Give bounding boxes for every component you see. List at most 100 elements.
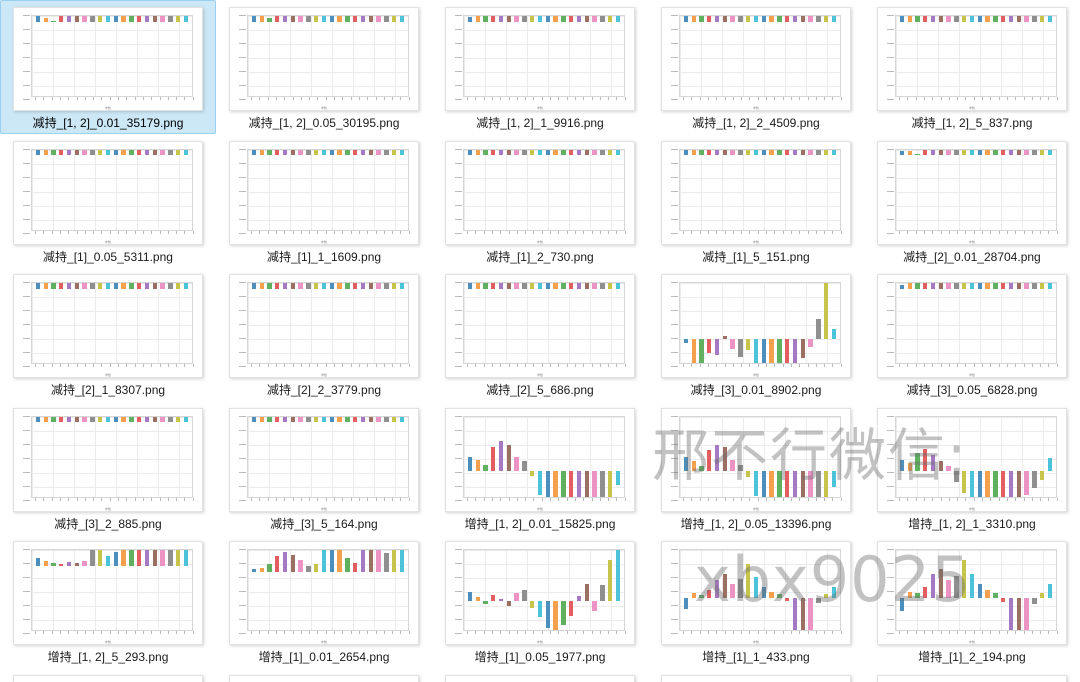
y-axis-ticks <box>878 549 895 634</box>
file-tile[interactable]: 参数增持_[1]_0.05_1977.png <box>432 534 648 668</box>
file-name-label[interactable]: 减持_[3]_0.01_8902.png <box>690 383 822 397</box>
bar-slot <box>266 16 274 96</box>
file-thumbnail[interactable]: 参数 <box>229 407 419 512</box>
file-thumbnail[interactable]: 参数 <box>445 407 635 512</box>
file-tile[interactable]: 参数减持_[1, 2]_1_9916.png <box>432 0 648 134</box>
file-thumbnail[interactable]: 参数 <box>877 674 1067 682</box>
file-tile[interactable]: 参数增持_[1]_2_194.png <box>864 534 1080 668</box>
file-name-label[interactable]: 减持_[2]_2_3779.png <box>266 383 382 397</box>
file-name-label[interactable]: 减持_[1, 2]_2_4509.png <box>692 116 820 130</box>
file-name-label[interactable]: 减持_[2]_1_8307.png <box>50 383 166 397</box>
file-tile[interactable]: 参数减持_[2]_2_3779.png <box>216 267 432 401</box>
file-tile[interactable]: 参数减持_[1, 2]_5_837.png <box>864 0 1080 134</box>
file-tile[interactable]: 参数增持_[1, 2]_5_293.png <box>0 534 216 668</box>
file-name-label[interactable]: 增持_[1]_0.05_1977.png <box>474 650 606 664</box>
file-tile[interactable]: 参数减持_[1, 2]_0.01_35179.png <box>0 0 216 134</box>
file-name-label[interactable]: 增持_[1, 2]_0.05_13396.png <box>680 516 832 531</box>
bar-slot <box>57 16 65 96</box>
file-name-label[interactable]: 增持_[1]_0.01_2654.png <box>258 650 390 664</box>
file-thumbnail[interactable]: 参数 <box>661 274 851 378</box>
file-name-label[interactable]: 减持_[1, 2]_5_837.png <box>911 116 1033 130</box>
file-thumbnail[interactable]: 参数 <box>877 407 1067 512</box>
file-name-label[interactable]: 减持_[2]_5_686.png <box>486 383 594 397</box>
file-tile[interactable]: 参数增持_[1, 2]_0.01_15825.png <box>432 401 648 535</box>
file-thumbnail[interactable]: 参数 <box>229 7 419 111</box>
file-tile[interactable]: 参数减持_[2]_0.01_28704.png <box>864 134 1080 268</box>
file-thumbnail[interactable]: 参数 <box>13 674 203 682</box>
file-thumbnail[interactable]: 参数 <box>877 274 1067 378</box>
file-tile[interactable]: 参数减持_[2]_5_686.png <box>432 267 648 401</box>
file-thumbnail[interactable]: 参数 <box>661 541 851 645</box>
file-tile[interactable]: 参数减持_[3]_5_164.png <box>216 401 432 535</box>
file-tile[interactable]: 参数减持_[3]_0.05_6828.png <box>864 267 1080 401</box>
file-thumbnail[interactable]: 参数 <box>13 7 203 111</box>
file-thumbnail[interactable]: 参数 <box>13 140 203 245</box>
file-name-label[interactable]: 减持_[1]_0.05_5311.png <box>43 249 173 264</box>
file-name-label[interactable]: 增持_[1, 2]_0.01_15825.png <box>464 516 616 531</box>
file-thumbnail[interactable]: 参数 <box>445 541 635 645</box>
file-name-label[interactable]: 减持_[1]_1_1609.png <box>266 249 382 264</box>
file-name-label[interactable]: 增持_[1]_2_194.png <box>918 650 1026 664</box>
bar-slot <box>34 149 42 230</box>
file-thumbnail[interactable]: 参数 <box>229 541 419 645</box>
file-name-label[interactable]: 增持_[1, 2]_1_3310.png <box>908 516 1036 531</box>
bar <box>722 446 728 471</box>
file-thumbnail[interactable]: 参数 <box>877 140 1067 245</box>
file-tile[interactable]: 参数减持_[1]_5_151.png <box>648 134 864 268</box>
file-name-label[interactable]: 减持_[2]_0.01_28704.png <box>903 249 1041 264</box>
file-thumbnail[interactable]: 参数 <box>229 674 419 682</box>
file-name-label[interactable]: 减持_[3]_5_164.png <box>270 516 378 531</box>
file-thumbnail[interactable]: 参数 <box>877 541 1067 645</box>
file-name-label[interactable]: 增持_[1, 2]_5_293.png <box>47 650 169 664</box>
file-thumbnail[interactable]: 参数 <box>445 140 635 245</box>
file-thumbnail[interactable]: 参数 <box>13 407 203 512</box>
file-thumbnail[interactable]: 参数 <box>445 674 635 682</box>
file-tile[interactable]: 参数增持_[1]_0.01_2654.png <box>216 534 432 668</box>
file-name-label[interactable]: 减持_[3]_2_885.png <box>54 516 162 531</box>
file-tile[interactable]: 参数增持_[1, 2]_1_3310.png <box>864 401 1080 535</box>
file-name-label[interactable]: 减持_[3]_0.05_6828.png <box>906 383 1038 397</box>
file-thumbnail[interactable]: 参数 <box>661 7 851 111</box>
file-tile[interactable]: 参数减持_[1]_1_1609.png <box>216 134 432 268</box>
file-name-label[interactable]: 减持_[1]_5_151.png <box>702 249 810 264</box>
file-thumbnail[interactable]: 参数 <box>13 274 203 378</box>
file-tile[interactable]: 参数减持_[2]_1_8307.png <box>0 267 216 401</box>
file-thumbnail[interactable]: 参数 <box>445 7 635 111</box>
file-thumbnail[interactable]: 参数 <box>229 140 419 245</box>
file-name-label[interactable]: 减持_[1, 2]_1_9916.png <box>476 116 604 130</box>
file-thumbnail[interactable]: 参数 <box>661 407 851 512</box>
file-tile[interactable]: 参数减持_[3]_0.01_8902.png <box>648 267 864 401</box>
bar <box>251 283 257 289</box>
file-name-label[interactable]: 减持_[1, 2]_0.05_30195.png <box>248 116 400 130</box>
bar <box>584 583 590 602</box>
file-thumbnail[interactable]: 参数 <box>445 274 635 378</box>
bar-slot <box>182 149 190 230</box>
file-tile[interactable]: 参数减持_[1, 2]_0.05_30195.png <box>216 0 432 134</box>
file-thumbnail[interactable]: 参数 <box>661 674 851 682</box>
file-tile[interactable]: 参数减持_[3]_2_885.png <box>0 401 216 535</box>
bar-slot <box>713 417 721 497</box>
file-name-label[interactable]: 减持_[1]_2_730.png <box>486 249 594 264</box>
bar-slot <box>1038 283 1046 363</box>
bar-slot <box>583 417 591 497</box>
file-name-label[interactable]: 增持_[1]_1_433.png <box>702 650 810 664</box>
file-thumbnail[interactable]: 参数 <box>877 7 1067 111</box>
bar <box>545 283 551 289</box>
file-tile[interactable]: 参数增持_[1, 2]_0.05_13396.png <box>648 401 864 535</box>
file-tile[interactable]: 参数减持_[1]_2_730.png <box>432 134 648 268</box>
file-thumbnail[interactable]: 参数 <box>229 274 419 378</box>
file-thumbnail[interactable]: 参数 <box>13 541 203 645</box>
bar <box>35 16 41 22</box>
bar-slot <box>1031 417 1039 497</box>
file-tile[interactable]: 参数减持_[1, 2]_2_4509.png <box>648 0 864 134</box>
file-tile[interactable]: 参数增持_[1]_1_433.png <box>648 534 864 668</box>
file-thumbnail[interactable]: 参数 <box>661 140 851 245</box>
file-name-label[interactable]: 减持_[1, 2]_0.01_35179.png <box>32 116 184 130</box>
file-tile[interactable]: 参数减持_[1]_0.05_5311.png <box>0 134 216 268</box>
